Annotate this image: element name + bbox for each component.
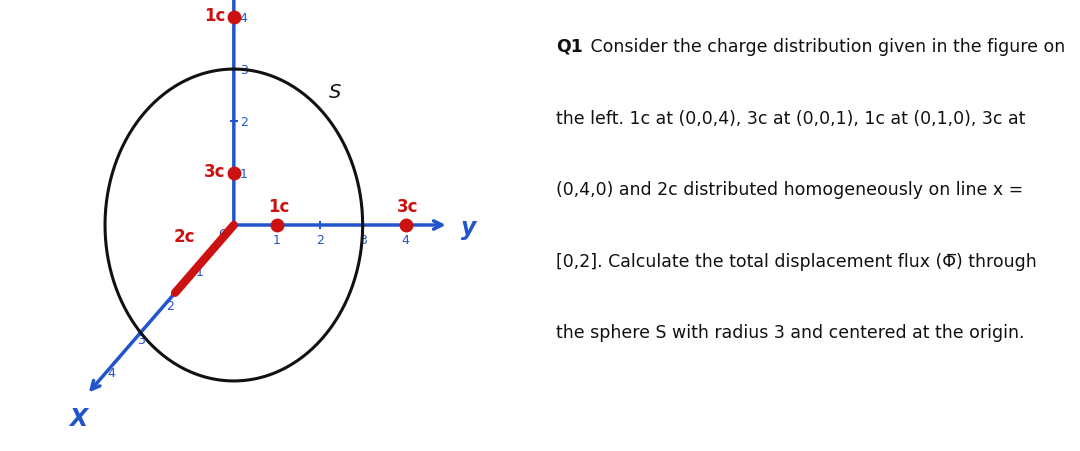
Text: 4: 4	[240, 12, 247, 24]
Text: Consider the charge distribution given in the figure on: Consider the charge distribution given i…	[584, 38, 1065, 56]
Text: 1c: 1c	[204, 7, 226, 25]
Text: 2: 2	[315, 234, 324, 247]
Text: 3c: 3c	[204, 162, 226, 180]
Text: the sphere S with radius 3 and centered at the origin.: the sphere S with radius 3 and centered …	[556, 324, 1024, 341]
Text: 1: 1	[195, 265, 204, 278]
Text: 2c: 2c	[174, 228, 195, 246]
Text: X: X	[70, 406, 87, 430]
Text: 2: 2	[240, 115, 247, 128]
Text: 1: 1	[273, 234, 281, 247]
Text: 1: 1	[240, 167, 247, 180]
Text: S: S	[328, 83, 341, 101]
Text: 3: 3	[137, 333, 145, 346]
Text: O: O	[218, 228, 228, 241]
Text: y: y	[461, 216, 476, 240]
Text: 3: 3	[359, 234, 366, 247]
Text: 3c: 3c	[397, 198, 419, 216]
Text: (0,4,0) and 2c distributed homogeneously on line x =: (0,4,0) and 2c distributed homogeneously…	[556, 181, 1023, 199]
Text: 4: 4	[402, 234, 409, 247]
Text: the left. 1c at (0,0,4), 3c at (0,0,1), 1c at (0,1,0), 3c at: the left. 1c at (0,0,4), 3c at (0,0,1), …	[556, 109, 1025, 127]
Text: 4: 4	[108, 367, 116, 380]
Text: 2: 2	[166, 299, 175, 312]
Text: Q1: Q1	[556, 38, 583, 56]
Text: 1c: 1c	[268, 198, 289, 216]
Text: 3: 3	[240, 64, 247, 76]
Text: [0,2]. Calculate the total displacement flux (Φ̅) through: [0,2]. Calculate the total displacement …	[556, 252, 1037, 270]
